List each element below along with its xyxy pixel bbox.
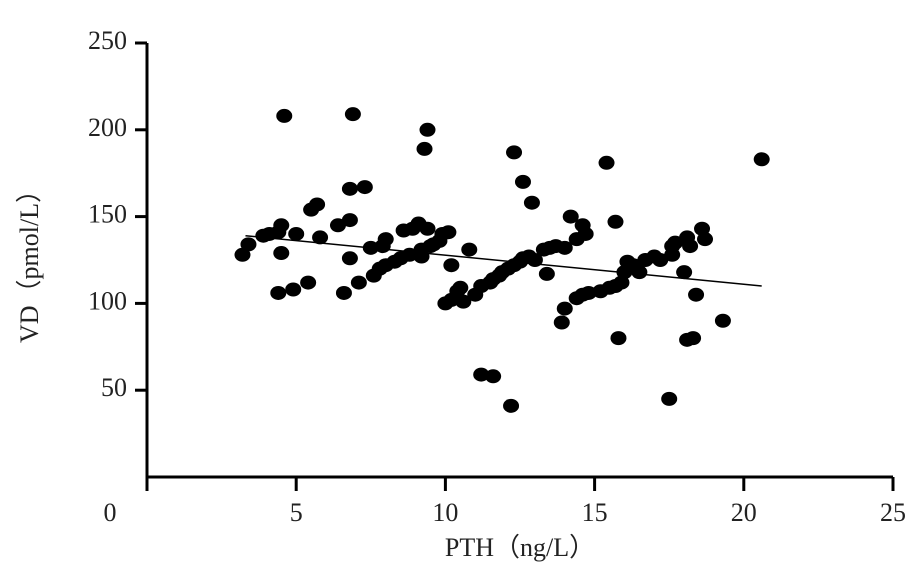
y-tick-label: 50: [101, 373, 127, 402]
x-tick-label: 5: [290, 498, 303, 527]
point: [240, 237, 257, 252]
point: [523, 195, 540, 210]
point: [300, 275, 317, 290]
point: [607, 214, 624, 229]
point: [419, 122, 436, 137]
y-tick-label: 200: [88, 113, 127, 142]
y-tick-label: 150: [88, 200, 127, 229]
point: [443, 258, 460, 273]
point: [335, 285, 352, 300]
point: [473, 367, 490, 382]
point: [455, 294, 472, 309]
point: [273, 246, 290, 261]
point: [377, 232, 394, 247]
point: [350, 275, 367, 290]
x-tick-label: 20: [731, 498, 757, 527]
point: [652, 253, 669, 267]
point: [685, 331, 702, 346]
point: [341, 181, 358, 196]
point: [356, 180, 373, 195]
point: [341, 251, 358, 266]
point: [440, 225, 457, 240]
y-tick-label: 100: [88, 286, 127, 315]
point: [416, 141, 433, 156]
point: [610, 331, 627, 346]
point: [234, 247, 251, 262]
point: [288, 226, 305, 241]
x-tick-label: 0: [104, 498, 117, 527]
x-tick-label: 15: [582, 498, 608, 527]
point: [697, 232, 714, 247]
point: [661, 391, 678, 406]
point: [714, 313, 731, 328]
point: [631, 265, 648, 280]
point: [485, 369, 502, 384]
point: [312, 230, 329, 245]
point: [753, 152, 770, 167]
point: [562, 209, 579, 224]
point: [682, 239, 699, 254]
x-tick-label: 25: [880, 498, 906, 527]
point: [270, 285, 287, 300]
point: [341, 213, 358, 228]
point: [538, 266, 555, 281]
point: [452, 280, 469, 295]
point: [344, 107, 361, 122]
point: [273, 218, 290, 233]
point: [676, 265, 693, 280]
point: [514, 174, 531, 189]
point: [667, 235, 684, 250]
point: [688, 287, 705, 302]
y-tick-label: 250: [88, 26, 127, 55]
point: [506, 145, 523, 160]
point: [276, 108, 293, 123]
trend-line: [245, 234, 762, 287]
x-axis-label: PTH（ng/L）: [445, 533, 595, 562]
point: [553, 315, 570, 330]
point: [577, 226, 594, 241]
y-axis-label: VD（pmol/L）: [15, 177, 44, 343]
point: [329, 218, 346, 233]
point: [598, 155, 615, 170]
point: [285, 282, 302, 297]
point: [556, 301, 573, 316]
point: [309, 197, 326, 212]
point: [461, 242, 478, 257]
point: [580, 285, 597, 300]
point: [556, 240, 573, 255]
point: [419, 221, 436, 236]
x-tick-label: 10: [432, 498, 458, 527]
point: [503, 398, 520, 413]
